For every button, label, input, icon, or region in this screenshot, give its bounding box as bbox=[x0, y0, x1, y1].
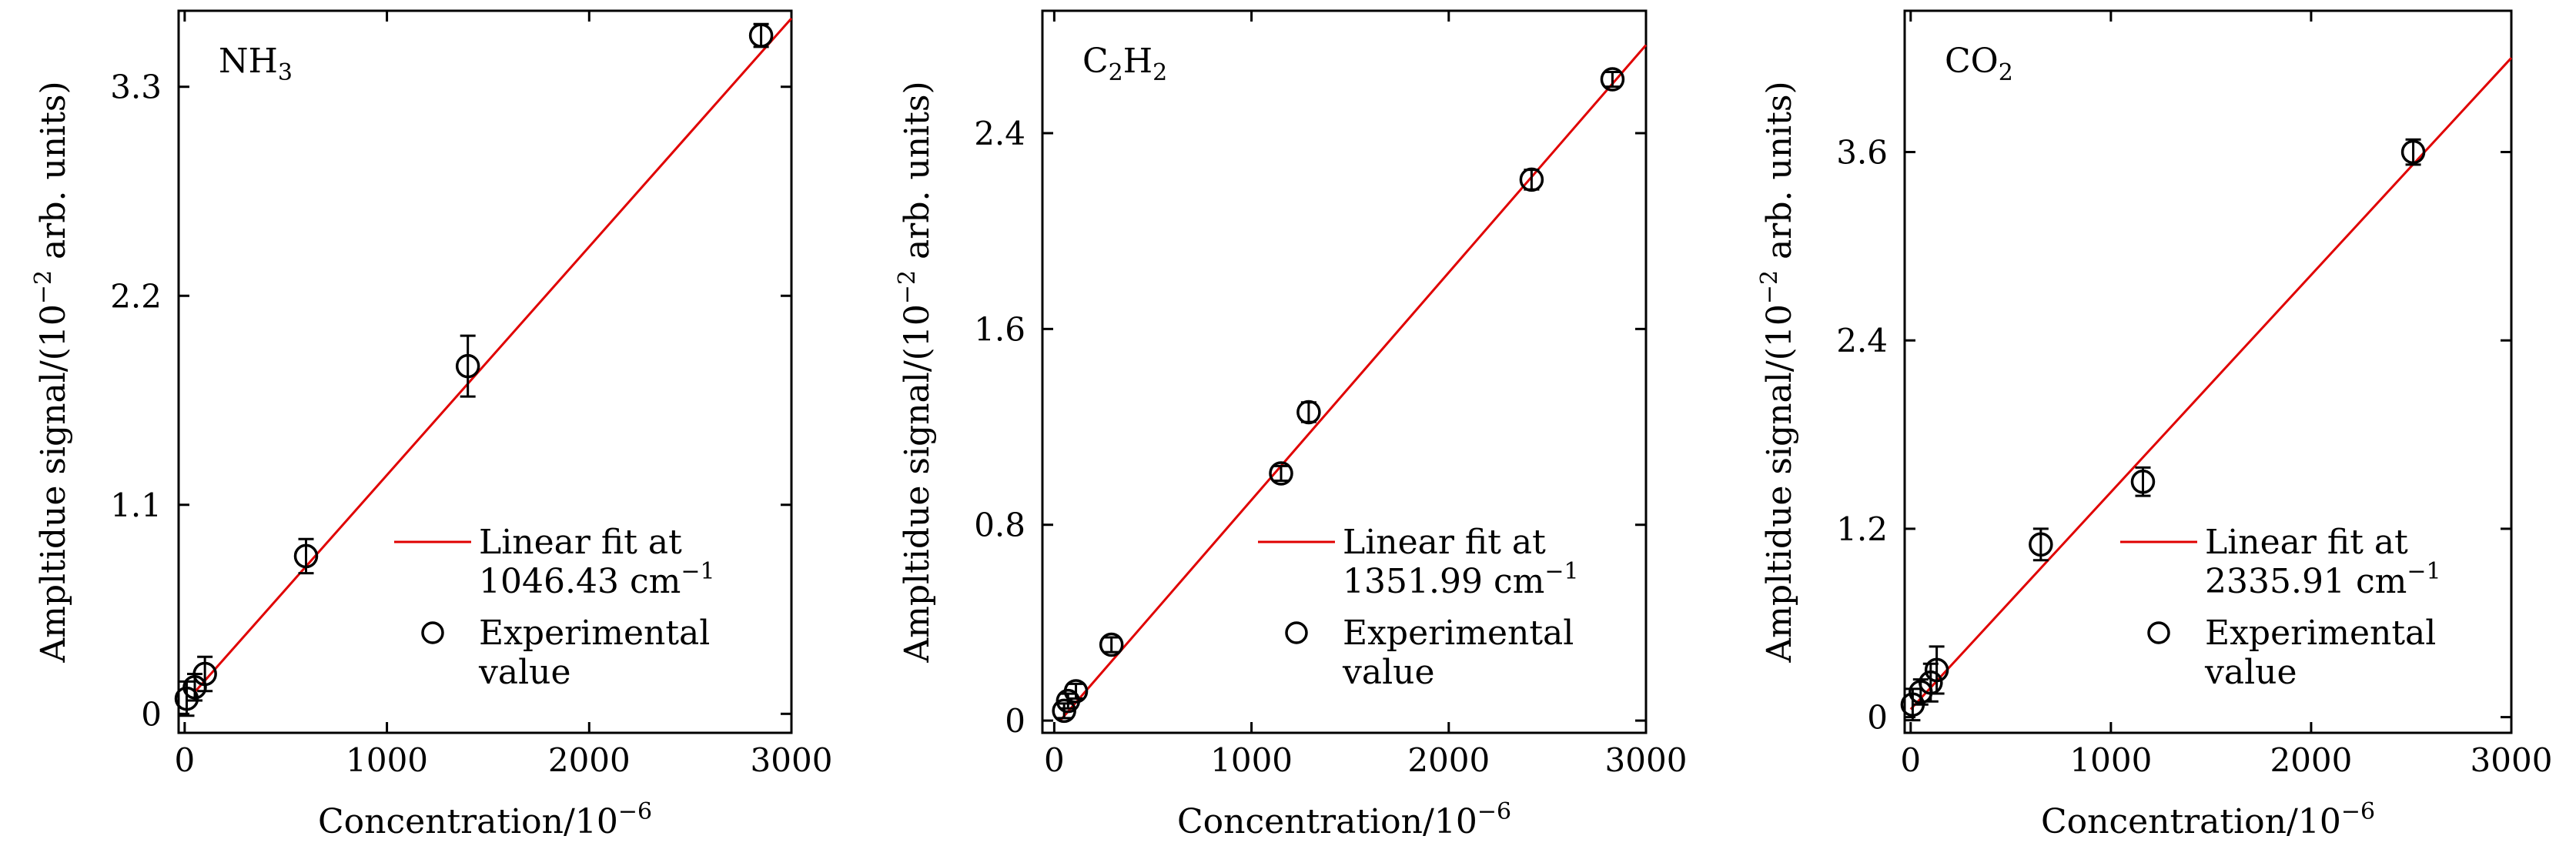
plot-frame bbox=[1903, 9, 2513, 734]
x-tick-label: 1000 bbox=[1210, 741, 1293, 779]
legend-exp-label-2: value bbox=[1342, 653, 1435, 692]
x-tick-label: 3000 bbox=[2471, 741, 2553, 779]
legend-fit-label: Linear fit at bbox=[479, 523, 682, 562]
x-tick-label: 2000 bbox=[1407, 741, 1490, 779]
y-tick-label: 3.3 bbox=[110, 69, 162, 106]
legend-point-swatch bbox=[1285, 621, 1308, 644]
data-point bbox=[748, 23, 774, 48]
legend-exp-label: Experimental bbox=[479, 614, 710, 653]
data-point bbox=[293, 543, 319, 569]
data-point bbox=[1099, 632, 1124, 657]
data-point bbox=[1600, 67, 1625, 92]
y-tick-label: 0.8 bbox=[974, 507, 1025, 544]
y-tick-label: 0 bbox=[1005, 702, 1025, 740]
data-point bbox=[1063, 679, 1089, 704]
data-point bbox=[1924, 657, 1949, 683]
x-tick-label: 0 bbox=[1044, 741, 1065, 779]
y-tick-label: 2.4 bbox=[1836, 322, 1888, 359]
legend-fit-label: Linear fit at bbox=[1343, 523, 1546, 562]
gas-label: C2H2 bbox=[1082, 42, 1167, 86]
x-tick-label: 0 bbox=[1900, 741, 1921, 779]
legend-fit-wavenumber: 1046.43 cm−1 bbox=[479, 558, 715, 601]
legend-fit-label: Linear fit at bbox=[2205, 523, 2408, 562]
data-point bbox=[1519, 167, 1544, 192]
gas-label: CO2 bbox=[1945, 42, 2013, 86]
x-axis-label: Concentration/10−6 bbox=[318, 798, 652, 841]
y-tick-label: 1.6 bbox=[974, 310, 1025, 348]
chart-panel-1: 0 1000 2000 3000 0 1.1 2.2 3.3 NH3 Linear fit at1… bbox=[30, 9, 833, 841]
plot-frame bbox=[1041, 9, 1648, 734]
y-tick-label: 1.1 bbox=[110, 487, 162, 524]
y-axis-label: Ampltidue signal/(10−2 arb. units) bbox=[30, 81, 73, 663]
y-tick-label: 1.2 bbox=[1836, 510, 1888, 548]
x-tick-label: 2000 bbox=[548, 741, 631, 779]
data-point bbox=[455, 353, 480, 379]
x-axis-label: Concentration/10−6 bbox=[1177, 798, 1511, 841]
y-tick-label: 3.6 bbox=[1836, 134, 1888, 172]
data-point bbox=[2400, 139, 2426, 165]
y-tick-label: 2.2 bbox=[110, 277, 162, 315]
legend-fit-wavenumber: 2335.91 cm−1 bbox=[2205, 558, 2441, 601]
x-tick-label: 3000 bbox=[1605, 741, 1688, 779]
linear-fit-line bbox=[1909, 57, 2513, 711]
x-tick-label: 1000 bbox=[346, 741, 428, 779]
legend-exp-label: Experimental bbox=[2205, 614, 2436, 653]
y-axis-label: Ampltidue signal/(10−2 arb. units) bbox=[894, 81, 937, 663]
y-tick-label: 0 bbox=[141, 695, 162, 733]
linear-fit-line bbox=[1059, 44, 1648, 722]
linear-fit-line bbox=[193, 17, 793, 693]
legend-point-swatch bbox=[2147, 621, 2170, 644]
chart-panel-2: 0 1000 2000 3000 0 0.8 1.6 2.4 C2H2 Linear fit at… bbox=[894, 9, 1688, 841]
x-tick-label: 0 bbox=[175, 741, 196, 779]
x-tick-label: 2000 bbox=[2270, 741, 2352, 779]
legend-point-swatch bbox=[421, 621, 444, 644]
data-point bbox=[1296, 400, 1321, 425]
data-point bbox=[192, 661, 217, 687]
gas-label: NH3 bbox=[219, 42, 293, 86]
y-axis-label: Ampltidue signal/(10−2 arb. units) bbox=[1756, 81, 1799, 663]
legend-fit-wavenumber: 1351.99 cm−1 bbox=[1343, 558, 1579, 601]
legend-exp-label: Experimental bbox=[1343, 614, 1574, 653]
x-tick-label: 3000 bbox=[751, 741, 833, 779]
legend-exp-label-2: value bbox=[2204, 653, 2297, 692]
y-tick-label: 0 bbox=[1867, 699, 1888, 737]
data-point bbox=[2130, 469, 2156, 494]
x-tick-label: 1000 bbox=[2069, 741, 2152, 779]
plot-frame bbox=[177, 9, 793, 734]
data-point bbox=[1269, 461, 1293, 486]
x-axis-label: Concentration/10−6 bbox=[2041, 798, 2375, 841]
legend-exp-label-2: value bbox=[478, 653, 571, 692]
chart-panel-3: 0 1000 2000 3000 0 1.2 2.4 3.6 CO2 Linear fit at2… bbox=[1756, 9, 2553, 841]
y-tick-label: 2.4 bbox=[974, 115, 1025, 152]
data-point bbox=[2029, 532, 2053, 557]
